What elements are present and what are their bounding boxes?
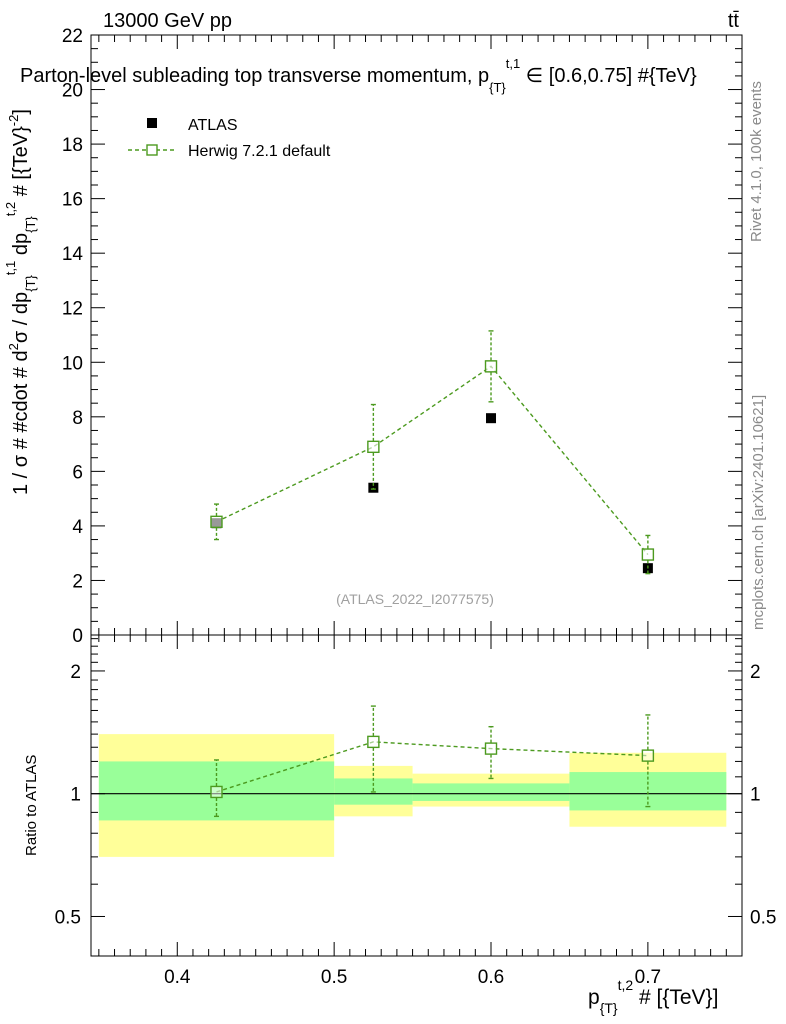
ratio-band-inner xyxy=(412,783,570,801)
ratio-herwig-point xyxy=(367,735,380,749)
atlas-point xyxy=(486,413,497,424)
y-tick-label: 18 xyxy=(62,135,83,156)
rivet-label: Rivet 4.1.0, 100k events xyxy=(748,81,765,242)
legend-atlas-marker xyxy=(147,118,157,128)
x-tick-label: 0.5 xyxy=(321,967,347,988)
y-tick-label: 16 xyxy=(62,190,83,211)
ratio-ticks: 0.5 0.5 1 1 2 2 0.4 0.5 0.6 0.7 xyxy=(55,635,776,988)
legend-herwig-marker xyxy=(146,144,158,156)
title-main: Parton-level subleading top transverse m… xyxy=(20,65,489,87)
ratio-y-tick-label: 2 xyxy=(70,662,81,683)
energy-label: 13000 GeV pp xyxy=(103,10,232,32)
y-tick-label: 4 xyxy=(72,517,83,538)
mcplots-label: mcplots.cern.ch [arXiv:2401.10621] xyxy=(750,395,767,630)
legend-herwig-label: Herwig 7.2.1 default xyxy=(188,143,331,160)
ratio-y-tick-label: 0.5 xyxy=(55,907,81,928)
title-rest: ∈ [0.6,0.75] #{TeV} xyxy=(520,65,697,87)
y-tick-label: 2 xyxy=(72,571,83,592)
herwig-point xyxy=(367,440,380,454)
ratio-herwig-point xyxy=(210,785,223,799)
main-ticks: 0 2 4 6 8 10 12 14 16 18 20 22 xyxy=(62,26,742,647)
atlas-point xyxy=(368,482,379,493)
ratio-frame xyxy=(90,634,743,957)
process-label: tt̄ xyxy=(728,10,740,32)
y-tick-label: 14 xyxy=(62,244,84,265)
herwig-point xyxy=(210,515,223,529)
herwig-line xyxy=(216,365,649,555)
ratio-bands xyxy=(98,734,727,857)
y-tick-label: 8 xyxy=(72,408,83,429)
y-tick-label: 6 xyxy=(72,462,83,483)
main-ylabel: 1 / σ # #cdot # d2σ / dp{T}t,1 dp{T}t,2 … xyxy=(3,109,38,495)
ratio-y-tick-label: 1 xyxy=(70,785,81,806)
ratio-y-tick-label-right: 0.5 xyxy=(750,907,776,928)
ratio-ylabel: Ratio to ATLAS xyxy=(23,755,40,856)
title-sub: {T} xyxy=(489,80,506,95)
y-tick-label: 0 xyxy=(72,626,83,647)
x-tick-label: 0.6 xyxy=(478,967,504,988)
x-axis-label: p{T}t,2 # [{TeV}] xyxy=(588,977,718,1016)
legend-atlas-label: ATLAS xyxy=(188,117,238,134)
analysis-watermark: (ATLAS_2022_I2077575) xyxy=(336,591,494,607)
x-tick-label: 0.7 xyxy=(635,967,661,988)
y-tick-label: 10 xyxy=(62,353,83,374)
ratio-y-tick-label-right: 2 xyxy=(750,662,761,683)
ratio-plot-area xyxy=(91,705,742,818)
ratio-herwig-point xyxy=(641,749,655,762)
y-tick-label: 20 xyxy=(62,81,83,102)
x-tick-label: 0.4 xyxy=(164,967,191,988)
title-sup: t,1 xyxy=(506,56,520,71)
main-plot-area xyxy=(210,330,655,575)
herwig-point xyxy=(484,360,498,373)
plot-title: Parton-level subleading top transverse m… xyxy=(20,56,697,95)
ratio-y-tick-label-right: 1 xyxy=(750,785,761,806)
y-tick-label: 12 xyxy=(62,299,83,320)
ratio-herwig-point xyxy=(484,742,498,755)
y-tick-label: 22 xyxy=(62,26,83,47)
legend: ATLAS Herwig 7.2.1 default xyxy=(128,117,331,160)
herwig-point xyxy=(641,548,655,561)
